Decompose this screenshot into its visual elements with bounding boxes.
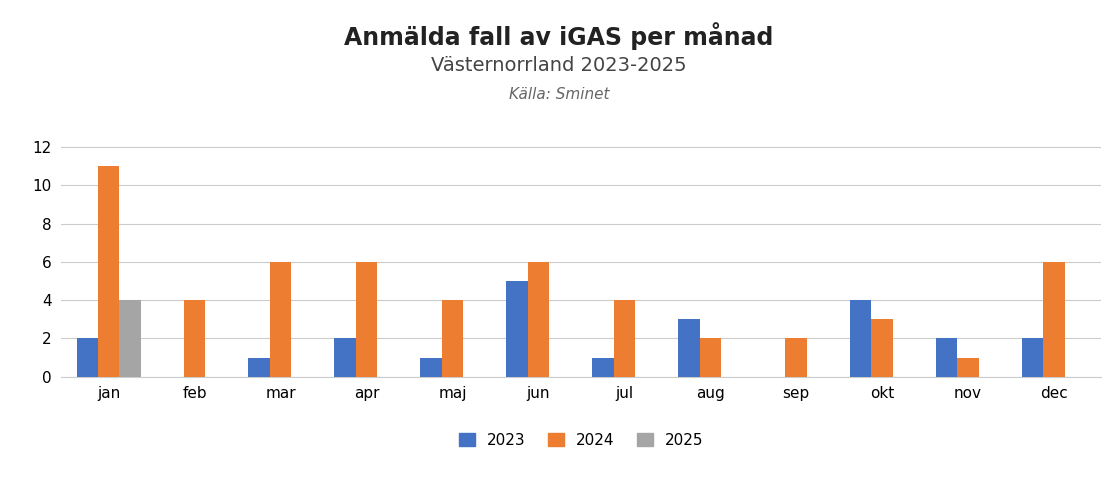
- Bar: [248, 357, 269, 377]
- Legend: 2023, 2024, 2025: 2023, 2024, 2025: [453, 426, 710, 454]
- Bar: [420, 357, 442, 377]
- Bar: [442, 300, 463, 377]
- Bar: [120, 300, 141, 377]
- Bar: [700, 339, 721, 377]
- Bar: [76, 339, 98, 377]
- Bar: [269, 262, 292, 377]
- Bar: [786, 339, 807, 377]
- Bar: [936, 339, 957, 377]
- Bar: [593, 357, 614, 377]
- Bar: [184, 300, 206, 377]
- Text: Källa: Sminet: Källa: Sminet: [509, 87, 609, 102]
- Bar: [1022, 339, 1043, 377]
- Bar: [678, 319, 700, 377]
- Bar: [871, 319, 893, 377]
- Bar: [957, 357, 978, 377]
- Bar: [1043, 262, 1064, 377]
- Text: Västernorrland 2023-2025: Västernorrland 2023-2025: [432, 56, 686, 74]
- Bar: [614, 300, 635, 377]
- Bar: [334, 339, 356, 377]
- Text: Anmälda fall av iGAS per månad: Anmälda fall av iGAS per månad: [344, 22, 774, 50]
- Bar: [528, 262, 549, 377]
- Bar: [850, 300, 871, 377]
- Bar: [356, 262, 377, 377]
- Bar: [506, 281, 528, 377]
- Bar: [98, 166, 120, 377]
